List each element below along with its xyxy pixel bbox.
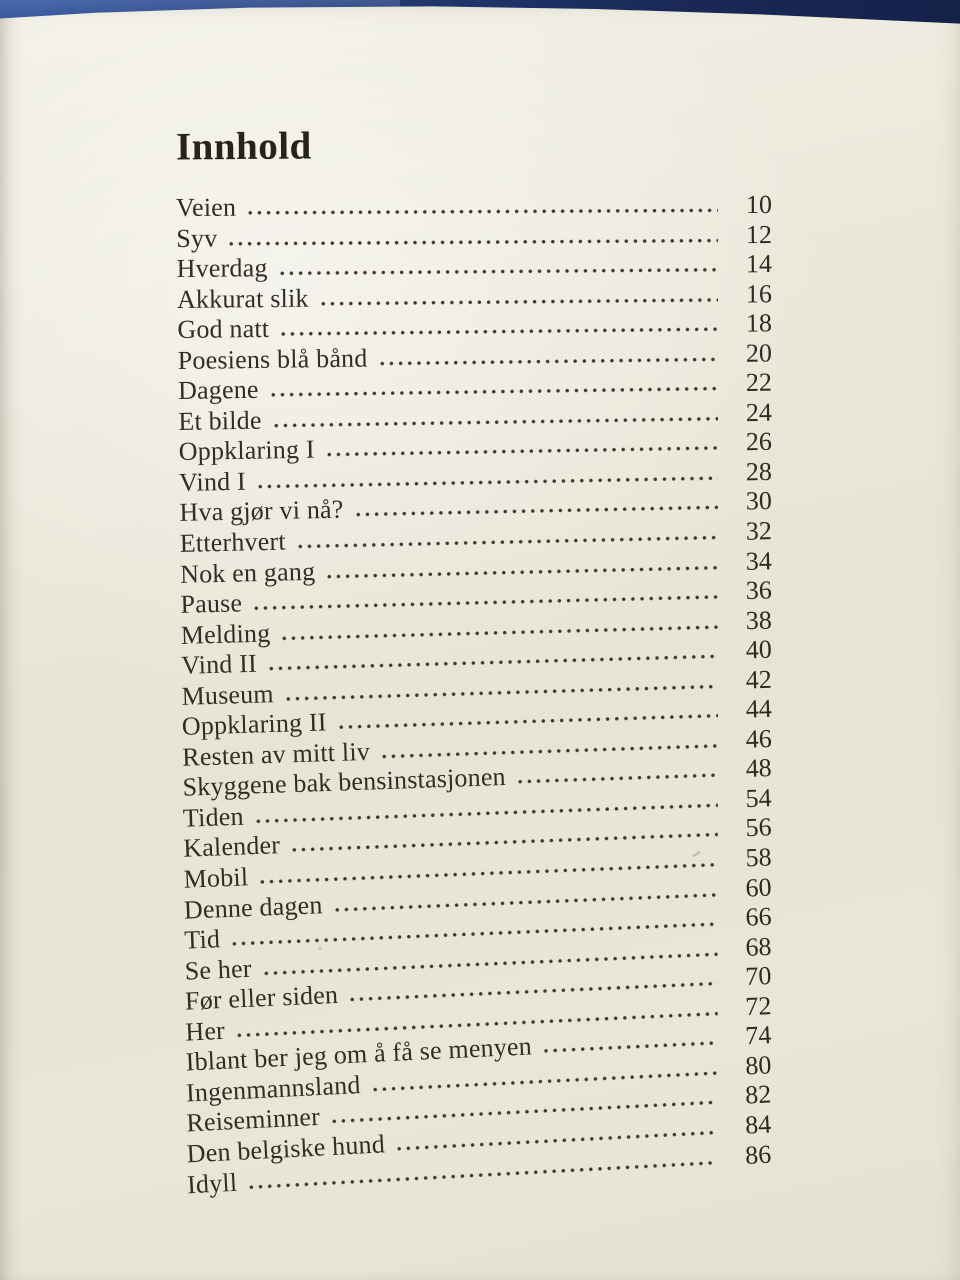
toc-entry-page-number: 32: [745, 516, 773, 546]
toc-entry-title: Melding: [180, 618, 271, 650]
toc-entry-page-number: 82: [744, 1079, 772, 1111]
dotted-leader: [279, 266, 719, 277]
toc-entry-page-number: 16: [745, 278, 773, 309]
toc-entry-page-number: 12: [745, 219, 773, 249]
toc-entry-page-number: 80: [744, 1050, 772, 1081]
dotted-leader: [320, 295, 719, 307]
toc-entry-page-number: 20: [745, 338, 773, 368]
toc-entry-title: Tid: [183, 924, 221, 955]
toc-entry-page-number: 54: [745, 783, 773, 814]
toc-entry-page-number: 68: [744, 931, 773, 962]
toc-entry-page-number: 72: [744, 990, 773, 1021]
toc-entry-title: Oppklaring I: [178, 435, 315, 467]
toc-entry-page-number: 70: [744, 961, 773, 992]
toc-entry-page-number: 26: [745, 427, 773, 457]
toc-entry-title: Nok en gang: [179, 556, 316, 589]
toc-entry-title: Mobil: [183, 862, 249, 894]
toc-entry-title: Poesiens blå bånd: [177, 343, 368, 375]
toc-entry-page-number: 24: [745, 397, 773, 427]
toc-entry-title: Se her: [184, 953, 253, 986]
toc-entry-page-number: 42: [745, 664, 773, 695]
toc-entry-page-number: 34: [745, 545, 773, 576]
toc-entry-page-number: 48: [745, 753, 773, 784]
dotted-leader: [326, 444, 719, 459]
toc-entry-title: Vind I: [178, 466, 247, 497]
dotted-leader: [355, 504, 719, 519]
toc-entry-page-number: 10: [745, 189, 773, 220]
toc-entry-page-number: 58: [745, 842, 773, 873]
toc-entry-page-number: 30: [745, 486, 773, 517]
toc-entry-page-number: 74: [744, 1020, 772, 1051]
page-title: Innhold: [175, 124, 312, 169]
toc-entry-page-number: 36: [745, 575, 773, 606]
toc-entry-page-number: 22: [745, 367, 773, 398]
toc-entry-page-number: 60: [744, 872, 773, 903]
toc-entry-title: Kalender: [182, 830, 281, 864]
toc-entry-title: Akkurat slik: [176, 283, 309, 314]
dotted-leader: [248, 206, 719, 217]
toc-entry-page-number: 28: [745, 456, 773, 487]
toc-entry-page-number: 84: [744, 1109, 772, 1140]
dotted-leader: [297, 533, 719, 550]
toc-list: Veien 10 Syv 12 Hverdag 14 Akkurat slik 16 God n…: [176, 190, 792, 1201]
dotted-leader: [281, 325, 719, 338]
toc-entry-page-number: 86: [744, 1139, 772, 1170]
toc-entry-title: Pause: [180, 588, 243, 619]
toc-entry-page-number: 44: [745, 694, 773, 724]
toc-entry-title: Syv: [176, 223, 218, 253]
toc-entry-title: Hverdag: [176, 253, 268, 284]
toc-entry-page-number: 46: [745, 723, 773, 754]
toc-row: Veien 10: [176, 190, 792, 224]
dotted-leader: [379, 355, 719, 367]
dotted-leader: [273, 414, 719, 429]
toc-entry-title: Et bilde: [178, 405, 262, 436]
toc-entry-page-number: 38: [745, 605, 773, 635]
toc-entry-page-number: 40: [745, 634, 773, 665]
dotted-leader: [229, 236, 719, 247]
toc-entry-title: Tiden: [182, 801, 245, 833]
toc-entry-title: Oppklaring II: [181, 707, 328, 742]
toc-entry-title: Vind II: [180, 648, 258, 681]
dotted-leader: [270, 385, 719, 399]
dotted-leader: [543, 1039, 718, 1055]
toc-entry-title: Etterhvert: [179, 526, 287, 558]
toc-entry-title: Her: [184, 1015, 226, 1047]
toc-entry-title: Dagene: [177, 375, 259, 406]
dotted-leader: [517, 771, 718, 786]
dotted-leader: [249, 1158, 718, 1191]
toc-entry-title: Veien: [175, 192, 237, 222]
toc-entry-page-number: 14: [745, 249, 773, 279]
toc-entry-page-number: 18: [745, 308, 773, 338]
toc-entry-page-number: 66: [744, 901, 773, 932]
toc-entry-title: God natt: [177, 314, 270, 345]
toc-entry-title: Idyll: [186, 1167, 238, 1199]
toc-entry-title: Hva gjør vi nå?: [179, 495, 344, 528]
toc-entry-title: Museum: [181, 678, 275, 711]
toc-entry-page-number: 56: [745, 812, 773, 843]
